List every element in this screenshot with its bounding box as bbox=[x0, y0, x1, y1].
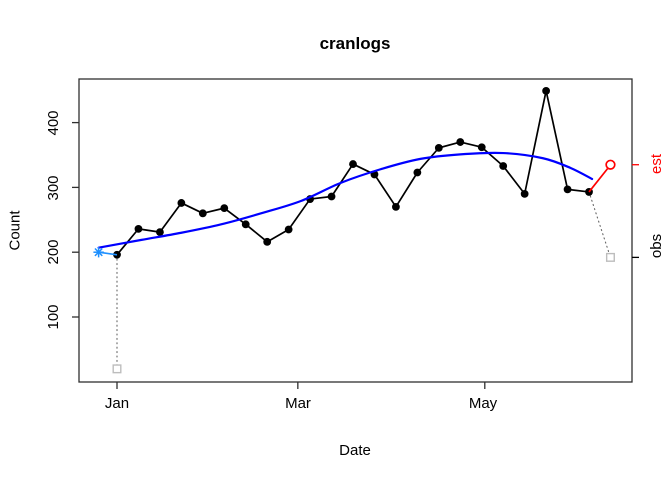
x-tick-label-jan: Jan bbox=[104, 395, 130, 412]
y-tick-label-100: 100 bbox=[45, 304, 62, 330]
data-point bbox=[241, 220, 250, 229]
data-point bbox=[177, 199, 186, 207]
open-square-marker bbox=[605, 252, 615, 262]
y-tick-label-300: 300 bbox=[45, 175, 62, 201]
dotted-connector-line bbox=[588, 191, 612, 258]
obs-end-connector bbox=[588, 191, 615, 262]
data-point bbox=[520, 189, 529, 198]
data-point bbox=[413, 168, 422, 177]
data-point bbox=[327, 192, 336, 201]
y-tick-label-400: 400 bbox=[45, 110, 62, 136]
data-point bbox=[542, 86, 550, 95]
adjusted-start bbox=[93, 247, 118, 258]
obs-start-connector bbox=[112, 254, 122, 374]
data-point bbox=[456, 138, 465, 146]
loess-curve bbox=[97, 151, 594, 249]
right-axis-label-est: est bbox=[648, 154, 665, 175]
data-point bbox=[434, 143, 443, 152]
open-square-marker bbox=[112, 364, 122, 374]
plot-frame bbox=[78, 78, 633, 383]
y-axis-label: Count bbox=[6, 210, 24, 251]
chart-title: cranlogs bbox=[319, 34, 391, 53]
data-point bbox=[113, 250, 121, 259]
estimate-line bbox=[588, 168, 609, 193]
data-point bbox=[349, 160, 357, 168]
data-point bbox=[499, 162, 508, 170]
weekly-series bbox=[113, 86, 593, 259]
x-tick-label-may: May bbox=[468, 395, 498, 412]
right-axis-label-obs: obs bbox=[648, 233, 665, 259]
y-tick-label-200: 200 bbox=[45, 239, 62, 265]
data-point bbox=[134, 224, 143, 233]
data-point bbox=[156, 228, 164, 237]
asterisk-marker bbox=[98, 247, 103, 253]
data-point bbox=[198, 209, 207, 218]
x-tick-label-mar: Mar bbox=[285, 395, 311, 412]
data-point bbox=[220, 204, 229, 213]
data-point bbox=[563, 185, 572, 194]
data-point bbox=[477, 143, 486, 152]
axes bbox=[72, 78, 639, 389]
data-point bbox=[392, 202, 400, 211]
weekly-series-line bbox=[116, 89, 590, 256]
x-axis-label: Date bbox=[339, 442, 371, 459]
data-point bbox=[284, 225, 293, 234]
estimate-segment bbox=[588, 159, 616, 193]
data-point bbox=[263, 237, 272, 246]
open-circle-marker bbox=[605, 159, 616, 170]
